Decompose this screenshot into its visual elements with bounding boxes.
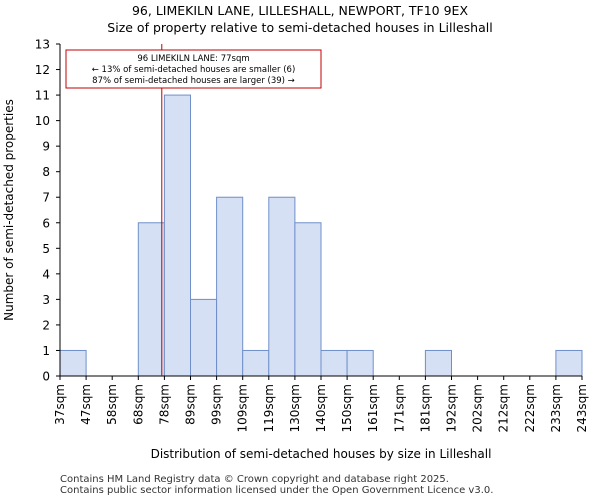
x-tick-label: 130sqm [288, 384, 302, 432]
y-tick-label: 11 [35, 89, 50, 103]
y-tick-label: 12 [35, 63, 50, 77]
y-axis-label: Number of semi-detached properties [2, 99, 16, 321]
x-tick-label: 192sqm [445, 384, 459, 432]
histogram-bar-150sqm [346, 349, 374, 377]
histogram-bar-119sqm [268, 196, 296, 377]
chart-title-subtitle: Size of property relative to semi-detach… [107, 20, 493, 35]
y-tick-label: 8 [42, 165, 50, 179]
histogram-bar-78sqm [163, 94, 191, 377]
histogram-bar-99sqm [216, 196, 244, 377]
x-tick-label: 58sqm [105, 384, 119, 425]
y-tick-label: 5 [42, 242, 50, 256]
histogram-bar-109sqm [242, 349, 270, 377]
x-tick-label: 212sqm [497, 384, 511, 432]
y-tick-label: 1 [42, 344, 50, 358]
annotation-box: 96 LIMEKILN LANE: 77sqm ← 13% of semi-de… [65, 49, 322, 89]
x-tick-label: 161sqm [366, 384, 380, 432]
x-tick-label: 78sqm [157, 384, 171, 425]
x-axis: 37sqm 47sqm 58sqm 68sqm 78sqm 89sqm 99sqm 109sq… [53, 375, 589, 432]
y-tick-label: 7 [42, 191, 50, 205]
x-tick-label: 109sqm [236, 384, 250, 432]
histogram-bar-233sqm [555, 349, 583, 377]
x-tick-label: 222sqm [523, 384, 537, 432]
annotation-line-2: ← 13% of semi-detached houses are smalle… [92, 65, 296, 75]
y-tick-label: 0 [42, 370, 50, 384]
x-tick-label: 119sqm [262, 384, 276, 432]
x-tick-label: 140sqm [314, 384, 328, 432]
x-tick-label: 68sqm [131, 384, 145, 425]
x-tick-label: 202sqm [471, 384, 485, 432]
x-tick-label: 37sqm [53, 384, 67, 425]
histogram-bar-37sqm [59, 349, 87, 377]
x-tick-label: 47sqm [79, 384, 93, 425]
histogram-bar-181sqm [424, 349, 452, 377]
x-tick-label: 233sqm [549, 384, 563, 432]
histogram-bar-130sqm [294, 222, 322, 377]
histogram-bar-140sqm [320, 349, 348, 377]
x-tick-label: 150sqm [340, 384, 354, 432]
y-tick-label: 10 [35, 114, 50, 128]
bars-group [59, 94, 583, 377]
y-tick-label: 6 [42, 216, 50, 230]
x-tick-label: 243sqm [575, 384, 589, 432]
y-tick-label: 2 [42, 318, 50, 332]
y-tick-label: 9 [42, 140, 50, 154]
x-tick-label: 99sqm [210, 384, 224, 425]
histogram-bar-89sqm [190, 298, 218, 377]
y-tick-label: 3 [42, 293, 50, 307]
x-tick-label: 89sqm [184, 384, 198, 425]
x-tick-label: 181sqm [418, 384, 432, 432]
chart-title-address: 96, LIMEKILN LANE, LILLESHALL, NEWPORT, … [131, 3, 469, 18]
x-axis-label: Distribution of semi-detached houses by … [151, 447, 492, 461]
footer-licence: Contains public sector information licen… [60, 485, 494, 496]
y-tick-label: 13 [35, 38, 50, 52]
footer-copyright: Contains HM Land Registry data © Crown c… [60, 474, 449, 485]
annotation-frame [65, 49, 322, 89]
y-tick-label: 4 [42, 267, 50, 281]
annotation-line-3: 87% of semi-detached houses are larger (… [92, 76, 295, 86]
x-tick-label: 171sqm [392, 384, 406, 432]
histogram-bar-68sqm [137, 222, 165, 377]
annotation-line-1: 96 LIMEKILN LANE: 77sqm [137, 54, 249, 64]
